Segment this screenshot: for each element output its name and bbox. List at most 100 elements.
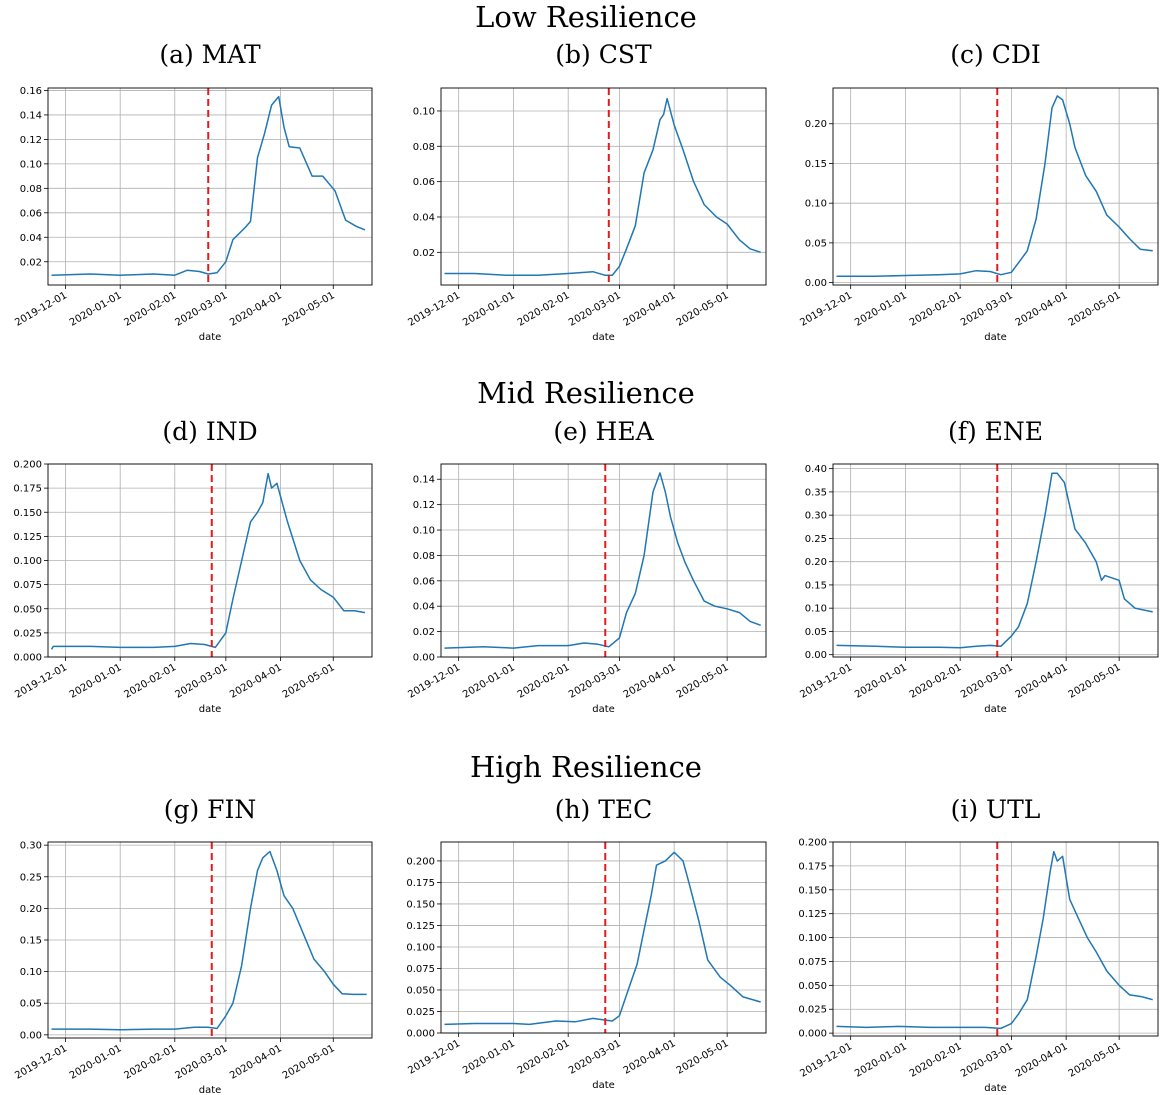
x-tick-label: 2020-05-01 <box>1067 662 1123 701</box>
y-tick-label: 0.02 <box>20 257 42 268</box>
series-line <box>444 97 761 277</box>
series-line <box>51 850 367 1031</box>
x-tick-label: 2020-01-01 <box>68 290 124 329</box>
y-tick-label: 0.150 <box>798 885 827 896</box>
panel-3: (c) CDI0.000.050.100.150.202019-12-01202… <box>798 40 1159 343</box>
x-tick-label: 2020-03-01 <box>567 1038 623 1077</box>
x-tick-label: 2019-12-01 <box>798 1041 854 1080</box>
y-tick-label: 0.10 <box>805 199 827 210</box>
y-tick-label: 0.025 <box>798 1005 827 1016</box>
x-tick-label: 2020-01-01 <box>68 662 124 701</box>
x-axis-label: date <box>199 332 222 343</box>
panel-title: (b) CST <box>555 40 652 69</box>
y-tick-label: 0.00 <box>805 650 827 661</box>
y-tick-label: 0.06 <box>413 177 435 188</box>
x-axis-label: date <box>984 704 1007 715</box>
x-tick-label: 2020-04-01 <box>622 1038 678 1077</box>
x-tick-label: 2020-03-01 <box>567 662 623 701</box>
x-tick-label: 2020-03-01 <box>959 662 1015 701</box>
y-tick-label: 0.10 <box>413 106 435 117</box>
y-tick-label: 0.050 <box>406 985 435 996</box>
panel-5: (e) HEA 0.00 0.02 0.04 0.06 0.08 0.10 0.12 0.14 2… <box>406 417 767 715</box>
y-tick-label: 0.15 <box>20 936 42 947</box>
x-axis-label: date <box>984 332 1007 343</box>
series-line <box>836 95 1153 278</box>
y-tick-label: 0.20 <box>805 119 827 130</box>
x-tick-label: 2020-03-01 <box>174 290 230 329</box>
panel-2: (b) CST0.020.040.060.080.102019-12-01202… <box>406 40 767 343</box>
panel-title: (f) ENE <box>948 417 1043 446</box>
x-tick-label: 2020-04-01 <box>228 662 284 701</box>
x-tick-label: 2020-03-01 <box>174 662 230 701</box>
y-tick-label: 0.150 <box>406 899 435 910</box>
panel-title: (a) MAT <box>159 40 261 69</box>
x-tick-label: 2019-12-01 <box>13 290 69 329</box>
plot-frame <box>440 841 767 1034</box>
y-tick-label: 0.200 <box>13 460 42 471</box>
x-tick-label: 2020-02-01 <box>908 1041 964 1080</box>
x-tick-label: 2020-01-01 <box>461 290 517 329</box>
x-tick-label: 2020-01-01 <box>461 1038 517 1077</box>
y-tick-label: 0.200 <box>798 838 827 849</box>
y-tick-label: 0.40 <box>805 464 827 475</box>
x-tick-label: 2019-12-01 <box>13 662 69 701</box>
x-tick-label: 2020-03-01 <box>174 1043 230 1082</box>
x-axis-label: date <box>199 704 222 715</box>
x-tick-label: 2020-05-01 <box>675 290 731 329</box>
y-tick-label: 0.08 <box>20 184 42 195</box>
y-tick-label: 0.15 <box>805 159 827 170</box>
y-tick-label: 0.30 <box>805 511 827 522</box>
series-line <box>444 851 761 1026</box>
y-tick-label: 0.25 <box>20 872 42 883</box>
panel-title: (d) IND <box>162 417 257 446</box>
x-tick-label: 2020-04-01 <box>1014 290 1070 329</box>
x-tick-label: 2020-05-01 <box>1067 290 1123 329</box>
y-tick-label: 0.20 <box>20 904 42 915</box>
y-tick-label: 0.05 <box>805 627 827 638</box>
panel-1: (a) MAT 0.02 0.04 0.06 0.08 0.10 0.12 0.14 0.16 2… <box>13 40 373 343</box>
x-tick-label: 2019-12-01 <box>406 290 462 329</box>
y-tick-label: 0.06 <box>20 208 42 219</box>
x-tick-label: 2020-02-01 <box>516 662 572 701</box>
plot-frame <box>832 463 1159 658</box>
panel-title: (i) UTL <box>951 795 1041 824</box>
y-tick-label: 0.200 <box>406 856 435 867</box>
y-tick-label: 0.150 <box>13 508 42 519</box>
x-tick-label: 2020-03-01 <box>567 290 623 329</box>
plot-frame <box>832 841 1159 1037</box>
series-line <box>836 472 1153 649</box>
row-title-mid: Mid Resilience <box>477 376 695 410</box>
y-tick-label: 0.100 <box>13 556 42 567</box>
y-tick-label: 0.06 <box>413 576 435 587</box>
y-tick-label: 0.00 <box>413 653 435 664</box>
y-tick-label: 0.04 <box>413 602 435 613</box>
x-tick-label: 2020-01-01 <box>461 662 517 701</box>
x-tick-label: 2020-02-01 <box>516 290 572 329</box>
x-tick-label: 2020-03-01 <box>959 1041 1015 1080</box>
x-axis-label: date <box>592 704 615 715</box>
y-tick-label: 0.000 <box>406 1029 435 1040</box>
x-tick-label: 2020-04-01 <box>1014 662 1070 701</box>
y-tick-label: 0.20 <box>805 557 827 568</box>
x-tick-label: 2020-05-01 <box>1067 1041 1123 1080</box>
plot-frame <box>440 463 767 658</box>
x-axis-label: date <box>984 1083 1007 1094</box>
y-tick-label: 0.30 <box>20 841 42 852</box>
panel-7: (g) FIN 0.00 0.05 0.10 0.15 0.20 0.25 0.30 2019-… <box>13 795 373 1095</box>
y-tick-label: 0.075 <box>13 580 42 591</box>
x-tick-label: 2019-12-01 <box>798 662 854 701</box>
y-tick-label: 0.100 <box>798 933 827 944</box>
x-tick-label: 2020-05-01 <box>281 290 337 329</box>
x-tick-label: 2020-04-01 <box>622 290 678 329</box>
y-tick-label: 0.14 <box>20 110 42 121</box>
x-tick-label: 2020-05-01 <box>281 1043 337 1082</box>
x-tick-label: 2019-12-01 <box>13 1043 69 1082</box>
y-tick-label: 0.12 <box>20 135 42 146</box>
x-tick-label: 2020-02-01 <box>122 290 178 329</box>
x-tick-label: 2020-04-01 <box>228 290 284 329</box>
x-tick-label: 2020-05-01 <box>281 662 337 701</box>
x-tick-label: 2020-05-01 <box>675 662 731 701</box>
plot-frame <box>832 87 1159 286</box>
x-tick-label: 2019-12-01 <box>406 662 462 701</box>
